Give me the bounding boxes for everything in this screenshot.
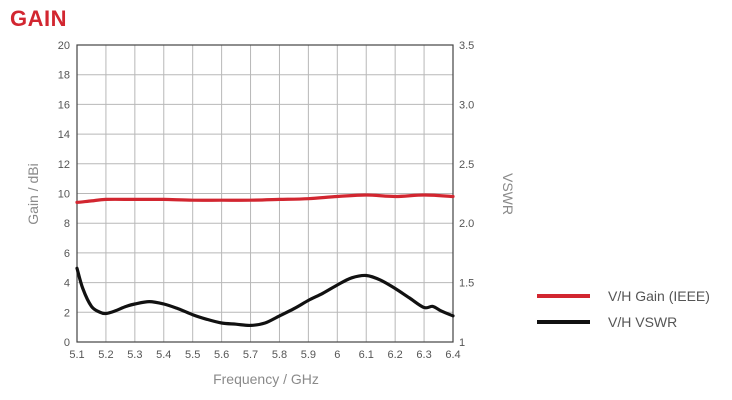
x-tick-label: 6.1 <box>359 349 374 361</box>
x-tick-label: 6.2 <box>388 349 403 361</box>
y-tick-label: 12 <box>58 159 70 171</box>
y-tick-label: 14 <box>58 129 70 141</box>
y-tick-label: 0 <box>64 337 70 349</box>
page-title: GAIN <box>10 6 67 31</box>
x-tick-label: 5.1 <box>69 349 84 361</box>
y-tick-label: 2 <box>64 307 70 319</box>
x-tick-label: 5.2 <box>98 349 113 361</box>
legend-label-vswr: V/H VSWR <box>608 314 677 330</box>
x-tick-label: 6.3 <box>416 349 431 361</box>
y-axis-label: Gain / dBi <box>25 163 41 224</box>
y-tick-label: 18 <box>58 70 70 82</box>
x-tick-label: 5.8 <box>272 349 287 361</box>
series-line-gain <box>75 193 455 204</box>
x-tick-label: 5.5 <box>185 349 200 361</box>
x-tick-label: 5.4 <box>156 349 171 361</box>
x-tick-label: 5.6 <box>214 349 229 361</box>
plot-frame <box>76 44 454 343</box>
series-line-vswr <box>75 266 455 328</box>
x-tick-label: 5.7 <box>243 349 258 361</box>
x-tick-label: 6.4 <box>445 349 460 361</box>
y2-tick-label: 2.0 <box>459 218 474 230</box>
y-tick-label: 10 <box>58 189 70 201</box>
plot-border <box>76 44 454 343</box>
y-tick-label: 8 <box>64 218 70 230</box>
x-tick-label: 5.3 <box>127 349 142 361</box>
tick-labels: 5.1 5.2 5.3 5.4 5.5 5.6 5.7 5.8 5.9 6 6.1 6.2 6.3 6.4… <box>58 40 475 361</box>
x-tick-label: 5.9 <box>301 349 316 361</box>
legend: V/H Gain (IEEE) V/H VSWR <box>537 288 710 330</box>
y2-tick-label: 1.5 <box>459 278 474 290</box>
y2-tick-label: 3.5 <box>459 40 474 52</box>
y-tick-label: 16 <box>58 99 70 111</box>
x-axis-label: Frequency / GHz <box>213 371 319 387</box>
y2-tick-label: 2.5 <box>459 159 474 171</box>
y-tick-label: 6 <box>64 248 70 260</box>
grid <box>77 45 453 342</box>
legend-label-gain: V/H Gain (IEEE) <box>608 288 710 304</box>
x-tick-label: 6 <box>334 349 340 361</box>
y2-axis-label: VSWR <box>500 173 516 215</box>
series-lines <box>75 193 455 328</box>
y2-tick-label: 3.0 <box>459 99 474 111</box>
y2-tick-label: 1 <box>459 337 465 349</box>
y-tick-label: 4 <box>64 278 70 290</box>
y-tick-label: 20 <box>58 40 70 52</box>
